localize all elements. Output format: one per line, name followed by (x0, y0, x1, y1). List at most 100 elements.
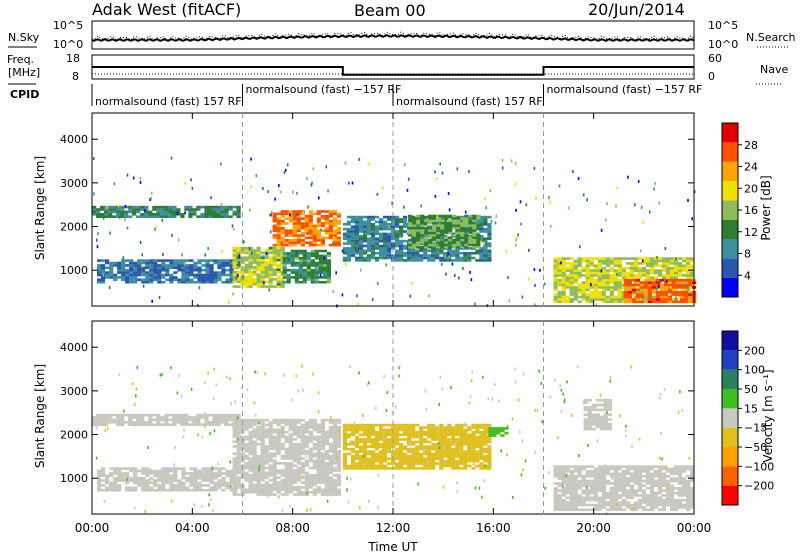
power-cell (383, 251, 388, 255)
velocity-cell (332, 435, 337, 439)
power-cell (623, 295, 628, 299)
power-cell (370, 247, 376, 250)
velocity-cell (561, 506, 566, 509)
power-cell (133, 266, 138, 270)
velocity-cell (673, 501, 679, 504)
velocity-cell (236, 476, 241, 479)
power-cell (100, 213, 105, 216)
power-speckle (358, 157, 361, 161)
power-cell (248, 256, 253, 259)
velocity-cell (358, 447, 364, 451)
velocity-cell (366, 450, 372, 453)
velocity-cell (431, 452, 436, 456)
power-cell (248, 285, 253, 288)
power-cell (366, 259, 372, 262)
power-cell (387, 254, 392, 257)
power-cell (306, 268, 311, 272)
power-cell (366, 247, 372, 250)
velocity-cell (232, 418, 237, 422)
power-cell (688, 281, 693, 284)
power-cell (216, 210, 221, 214)
power-cell (408, 231, 413, 235)
velocity-cell (109, 474, 114, 478)
velocity-cell (161, 476, 166, 480)
power-cell (391, 235, 396, 238)
power-cell (601, 295, 606, 299)
power-speckle (528, 248, 530, 252)
power-cell (268, 268, 273, 271)
power-cell (609, 286, 614, 289)
power-cell (673, 288, 679, 292)
power-cell (204, 205, 209, 209)
power-cell (306, 264, 311, 267)
power-cell (228, 205, 233, 209)
power-cell (424, 236, 429, 239)
velocity-cell (288, 478, 293, 482)
velocity-cell (276, 435, 281, 439)
velocity-cell (168, 418, 173, 422)
power-cell (577, 276, 582, 280)
power-cell (665, 271, 671, 275)
power-cell (553, 278, 558, 282)
velocity-cell (320, 474, 325, 477)
velocity-cell (288, 490, 293, 494)
velocity-cell (395, 428, 400, 432)
power-cell (332, 243, 337, 247)
power-cell (217, 259, 222, 262)
power-cell (268, 280, 273, 284)
velocity-cell (300, 440, 305, 443)
velocity-cell (332, 426, 337, 429)
power-cell (362, 256, 368, 260)
power-cell (399, 247, 404, 250)
velocity-cell (300, 452, 305, 455)
power-cell (374, 239, 380, 243)
power-cell (553, 283, 558, 287)
power-cell (308, 231, 313, 235)
power-cell (487, 223, 492, 226)
velocity-cell (561, 491, 566, 495)
power-cell (395, 244, 400, 248)
power-cell (201, 280, 206, 284)
power-cell (280, 241, 285, 244)
power-cell (304, 241, 309, 244)
velocity-cell (244, 428, 249, 431)
power-cell (617, 293, 622, 296)
velocity-cell (332, 462, 337, 465)
power-cell (181, 259, 186, 262)
velocity-cell (172, 423, 177, 426)
power-speckle (428, 294, 430, 298)
velocity-cell (320, 481, 325, 484)
velocity-cell (589, 491, 594, 495)
velocity-cell (236, 442, 241, 446)
power-cell (125, 280, 130, 284)
power-cell (456, 246, 461, 249)
velocity-cell (665, 484, 671, 488)
velocity-cell (629, 467, 634, 471)
velocity-cell (395, 462, 400, 465)
power-cell (589, 286, 594, 289)
velocity-cell (224, 421, 229, 424)
nsky-tick-high: 10^5 (53, 19, 83, 32)
velocity-cell (144, 423, 149, 426)
power-cell (605, 271, 610, 275)
velocity-cell (240, 435, 245, 439)
velocity-cell (129, 486, 134, 490)
velocity-cell (403, 423, 408, 427)
power-cell (101, 264, 106, 267)
velocity-cell (605, 496, 610, 500)
power-cell (181, 268, 186, 272)
power-cell (565, 274, 570, 277)
velocity-cell (141, 467, 146, 470)
power-cell (412, 246, 417, 249)
power-cell (217, 276, 222, 279)
power-cell (635, 283, 640, 287)
velocity-cell (244, 454, 249, 458)
power-cell (403, 220, 408, 224)
power-cell (240, 261, 245, 264)
power-cell (292, 234, 297, 237)
power-cell (374, 256, 380, 260)
velocity-cell (585, 479, 590, 483)
velocity-cell (252, 486, 257, 489)
power-cell (669, 276, 675, 280)
velocity-cell (439, 457, 444, 461)
